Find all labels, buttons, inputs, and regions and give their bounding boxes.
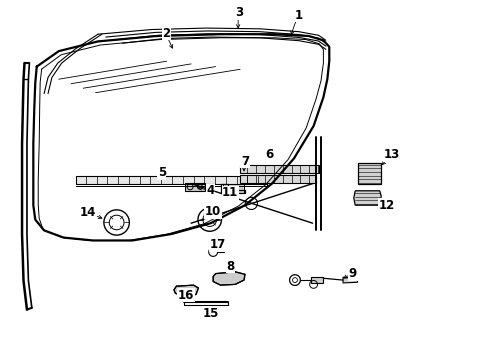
Polygon shape [240,165,318,173]
Text: 16: 16 [178,289,195,302]
Text: 6: 6 [266,148,273,161]
Polygon shape [354,191,381,205]
Text: 11: 11 [222,186,239,199]
Polygon shape [240,175,316,183]
Text: 8: 8 [226,260,234,273]
Text: 4: 4 [207,184,215,197]
Text: 15: 15 [202,307,219,320]
Text: 7: 7 [241,155,249,168]
Polygon shape [343,277,358,283]
Polygon shape [76,176,267,184]
Text: 5: 5 [158,166,166,179]
Polygon shape [185,183,205,191]
Text: 3: 3 [235,6,243,19]
Polygon shape [358,163,381,184]
Text: 13: 13 [384,148,400,161]
Text: 12: 12 [379,199,395,212]
Text: 10: 10 [205,205,221,218]
Polygon shape [311,277,323,283]
Text: 1: 1 [295,9,303,22]
Polygon shape [223,184,244,193]
Text: 9: 9 [349,267,357,280]
Text: 2: 2 [163,27,171,40]
Polygon shape [213,272,245,285]
Polygon shape [174,285,198,296]
Text: 14: 14 [80,206,97,219]
Text: 17: 17 [210,238,226,251]
